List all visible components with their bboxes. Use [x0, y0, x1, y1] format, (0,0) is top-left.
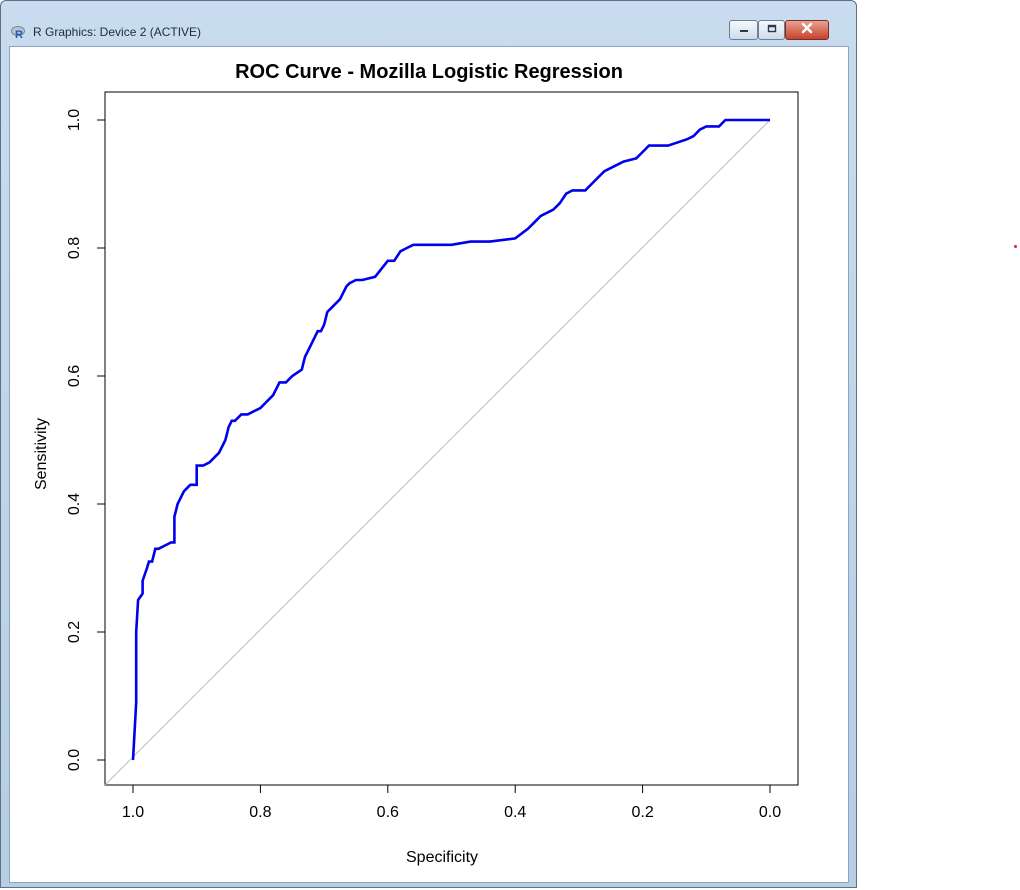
x-tick-label: 0.8	[249, 804, 271, 821]
roc-curve-line	[131, 118, 770, 761]
stray-red-dot	[1014, 245, 1017, 248]
y-tick-label: 0.2	[66, 621, 83, 643]
minimize-button[interactable]	[729, 20, 758, 40]
svg-text:R: R	[15, 29, 23, 39]
x-tick-label: 0.2	[631, 804, 653, 821]
y-axis-label: Sensitivity	[33, 417, 50, 491]
y-tick-label: 1.0	[66, 109, 83, 131]
y-tick-label: 0.8	[66, 237, 83, 259]
plot-frame	[104, 91, 799, 786]
close-button[interactable]	[785, 20, 829, 40]
title-bar[interactable]: R R Graphics: Device 2 (ACTIVE)	[1, 1, 856, 45]
y-tick-label: 0.6	[66, 365, 83, 387]
r-graphics-window: R R Graphics: Device 2 (ACTIVE) ROC Curv…	[0, 0, 857, 888]
x-axis-label: Specificity	[406, 849, 479, 866]
roc-chart: 1.0 0.8 0.6 0.4 0.2 0.0 0.0 0.2 0.4 0.6 0.8 1.0	[66, 91, 799, 821]
window-title: R Graphics: Device 2 (ACTIVE)	[33, 25, 202, 39]
maximize-icon	[766, 21, 778, 39]
x-tick-label: 0.4	[504, 804, 526, 821]
r-logo-icon: R	[11, 25, 25, 41]
chart-title: ROC Curve - Mozilla Logistic Regression	[235, 61, 623, 83]
maximize-button[interactable]	[758, 20, 785, 40]
y-tick-label: 0.4	[66, 493, 83, 515]
plot-area: ROC Curve - Mozilla Logistic Regression …	[9, 46, 849, 883]
x-tick-label: 1.0	[122, 804, 144, 821]
close-icon	[800, 21, 814, 39]
minimize-icon	[738, 21, 750, 39]
y-tick-label: 0.0	[66, 749, 83, 771]
x-tick-label: 0.0	[759, 804, 781, 821]
x-tick-label: 0.6	[377, 804, 399, 821]
reference-diagonal-line	[104, 119, 771, 786]
